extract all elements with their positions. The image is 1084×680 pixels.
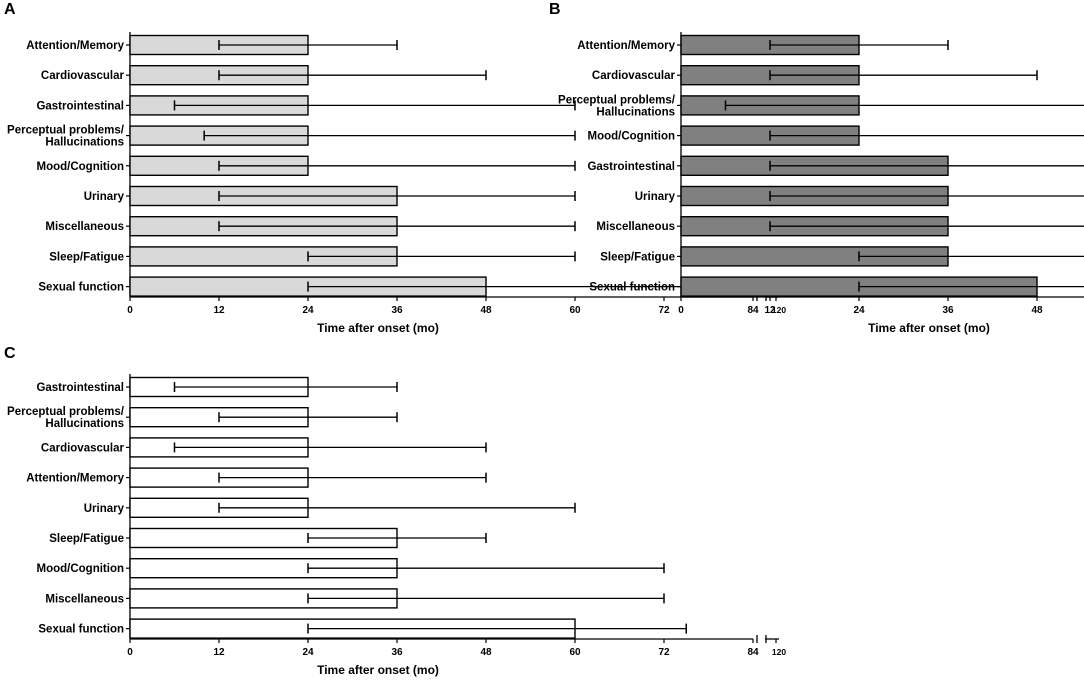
category-label: Sexual function: [38, 624, 124, 636]
panel-letter: C: [4, 345, 16, 362]
category-label: Mood/Cognition: [588, 131, 676, 143]
x-tick-label: 60: [569, 647, 581, 658]
category-label: Attention/Memory: [26, 40, 124, 52]
category-label: Sleep/Fatigue: [49, 533, 124, 545]
category-label: Gastrointestinal: [587, 161, 675, 173]
category-label: Miscellaneous: [596, 221, 675, 233]
category-label: Cardiovascular: [41, 442, 125, 454]
x-tick-label: 72: [658, 305, 670, 316]
category-label-line: Hallucinations: [45, 137, 124, 149]
x-tick-label: 48: [480, 647, 492, 658]
x-tick-label: 24: [302, 647, 314, 658]
category-label-line: Perceptual problems/: [558, 94, 676, 106]
category-label: Sexual function: [589, 282, 675, 294]
category-label: Sleep/Fatigue: [600, 251, 675, 263]
panel-letter: B: [549, 1, 561, 18]
category-label: Miscellaneous: [45, 221, 124, 233]
chart-panel-b: B 0 12 24 36 48 60 72 84 120 Time after onset (mo)…: [549, 1, 1084, 335]
x-axis-title: Time after onset (mo): [317, 321, 439, 335]
x-axis-title: Time after onset (mo): [317, 663, 439, 677]
category-label: Sleep/Fatigue: [49, 251, 124, 263]
category-label: Urinary: [84, 503, 125, 515]
x-tick-label: 60: [569, 305, 581, 316]
x-tick-label: 24: [853, 305, 865, 316]
x-tick-label: 36: [391, 305, 403, 316]
x-tick-label: 0: [127, 647, 133, 658]
category-label: Cardiovascular: [592, 70, 676, 82]
x-tick-label: 12: [764, 305, 776, 316]
category-label: Gastrointestinal: [36, 100, 124, 112]
x-tick-label: 48: [480, 305, 492, 316]
x-tick-label: 84: [747, 647, 759, 658]
category-label: Mood/Cognition: [37, 161, 125, 173]
category-label: Attention/Memory: [26, 473, 124, 485]
category-label: Sexual function: [38, 282, 124, 294]
category-label-line: Perceptual problems/: [7, 406, 125, 418]
category-label: Gastrointestinal: [36, 382, 124, 394]
x-tick-label: 12: [213, 305, 225, 316]
x-tick-label: 72: [658, 647, 670, 658]
category-label: Attention/Memory: [577, 40, 675, 52]
x-tick-label: 0: [678, 305, 684, 316]
x-tick-label: 12: [213, 647, 225, 658]
category-label-line: Hallucinations: [596, 106, 675, 118]
x-tick-label: 36: [391, 647, 403, 658]
x-tick-label: 48: [1031, 305, 1043, 316]
category-label: Miscellaneous: [45, 593, 124, 605]
x-tick-label: 0: [127, 305, 133, 316]
category-label: Perceptual problems/Hallucinations: [7, 125, 125, 149]
x-tick-label: 120: [772, 305, 786, 315]
x-tick-label: 36: [942, 305, 954, 316]
category-label-line: Hallucinations: [45, 418, 124, 430]
panel-letter: A: [4, 1, 16, 18]
category-label: Perceptual problems/Hallucinations: [7, 406, 125, 430]
x-tick-label: 84: [747, 305, 759, 316]
category-label: Urinary: [84, 191, 125, 203]
category-label: Urinary: [635, 191, 676, 203]
category-label-line: Perceptual problems/: [7, 125, 125, 137]
category-label: Perceptual problems/Hallucinations: [558, 94, 676, 118]
x-tick-label: 120: [772, 647, 786, 657]
chart-panel-c: C 0 12 24 36 48 60 72 84 120 Time after onset (mo)…: [4, 345, 786, 677]
category-label: Cardiovascular: [41, 70, 125, 82]
x-tick-label: 24: [302, 305, 314, 316]
x-axis-title: Time after onset (mo): [868, 321, 990, 335]
category-label: Mood/Cognition: [37, 563, 125, 575]
